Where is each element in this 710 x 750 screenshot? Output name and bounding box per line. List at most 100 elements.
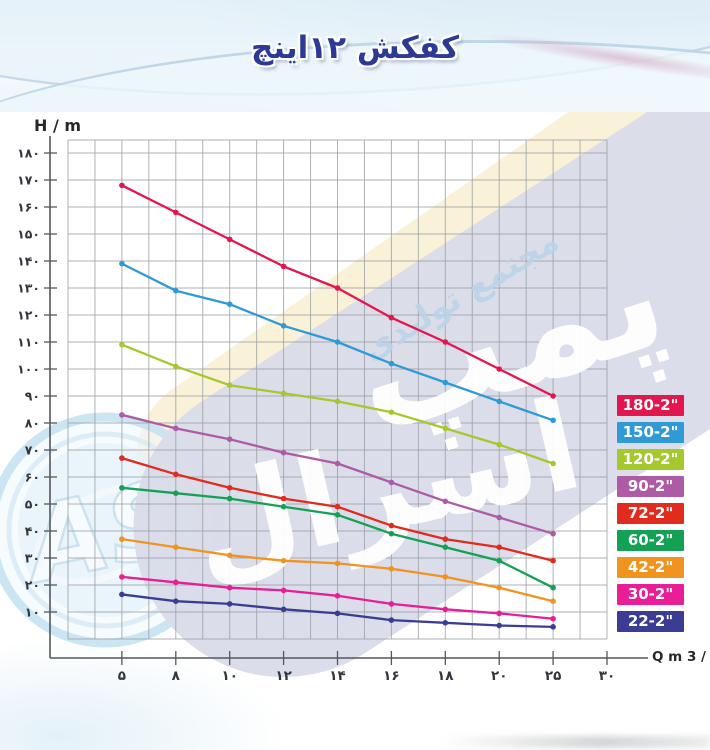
- y-tick-label: ۴۰: [25, 524, 40, 539]
- data-point-90-2: [550, 530, 556, 537]
- data-point-60-2: [388, 530, 395, 537]
- data-point-30-2: [442, 606, 449, 613]
- series-line-42-2: [120, 537, 555, 603]
- data-point-120-2: [119, 341, 125, 348]
- data-point-42-2: [173, 544, 179, 550]
- data-point-42-2: [550, 598, 556, 604]
- data-point-22-2: [334, 610, 341, 617]
- data-point-180-2: [496, 366, 503, 372]
- x-axis-title: Q m 3 / h: [652, 649, 710, 665]
- data-point-42-2: [119, 536, 125, 542]
- data-point-120-2: [442, 425, 449, 432]
- data-point-180-2: [280, 263, 287, 270]
- data-point-22-2: [550, 624, 556, 630]
- y-tick-label: ۱۳۰: [17, 281, 40, 296]
- data-point-72-2: [173, 471, 179, 478]
- legend-item-90-2: 90-2": [617, 476, 684, 497]
- y-axis-title: H / m: [34, 116, 82, 135]
- data-point-60-2: [496, 557, 503, 564]
- data-point-60-2: [173, 490, 179, 497]
- data-point-150-2: [496, 398, 503, 405]
- data-point-22-2: [173, 598, 179, 604]
- data-point-120-2: [226, 382, 233, 389]
- data-point-42-2: [388, 566, 395, 572]
- page-title: کفکش ۱۲اینچ: [250, 30, 460, 66]
- data-point-30-2: [226, 584, 233, 591]
- y-tick-label: ۷۰: [25, 443, 40, 458]
- data-point-72-2: [226, 485, 233, 491]
- data-point-90-2: [173, 425, 179, 432]
- x-tick-label: ۲۵: [545, 668, 561, 684]
- data-point-180-2: [226, 236, 233, 243]
- x-tick-label: ۳۰: [599, 668, 615, 684]
- data-point-72-2: [388, 522, 395, 529]
- header-banner: [0, 0, 710, 112]
- data-point-90-2: [496, 514, 503, 521]
- legend-item-150-2: 150-2": [617, 422, 684, 443]
- y-tick-label: ۱۵۰: [17, 227, 40, 242]
- legend-item-120-2: 120-2": [617, 449, 684, 470]
- data-point-90-2: [442, 498, 449, 505]
- legend-item-42-2: 42-2": [617, 557, 684, 578]
- legend-item-22-2: 22-2": [617, 611, 684, 632]
- y-tick-label: ۱۶۰: [17, 200, 40, 215]
- data-point-22-2: [388, 617, 395, 623]
- data-point-150-2: [334, 339, 341, 345]
- y-tick-label: ۱۴۰: [17, 254, 40, 269]
- data-point-180-2: [442, 339, 449, 345]
- legend-item-180-2: 180-2": [617, 395, 684, 416]
- y-tick-label: ۶۰: [25, 470, 40, 485]
- data-point-120-2: [550, 460, 556, 467]
- data-point-60-2: [280, 503, 287, 510]
- y-tick-label: ۱۸۰: [17, 146, 40, 161]
- data-point-72-2: [550, 557, 556, 564]
- x-tick-label: ۱۲: [275, 668, 292, 684]
- data-point-72-2: [334, 503, 341, 510]
- data-point-30-2: [280, 587, 287, 594]
- chart-legend: 180-2" 150-2" 120-2" 90-2" 72-2" 60-2" 42-2" 30…: [617, 395, 684, 638]
- data-point-150-2: [280, 323, 287, 329]
- x-tick-label: ۵: [118, 668, 126, 684]
- data-point-30-2: [496, 610, 503, 617]
- data-point-22-2: [442, 620, 449, 626]
- x-tick-label: ۸: [172, 668, 181, 684]
- data-point-72-2: [442, 536, 449, 542]
- y-tick-label: ۲۰: [25, 578, 40, 593]
- data-point-72-2: [280, 495, 287, 502]
- data-point-22-2: [119, 591, 125, 598]
- data-point-42-2: [280, 557, 287, 564]
- data-point-42-2: [226, 552, 233, 559]
- legend-item-60-2: 60-2": [617, 530, 684, 551]
- x-tick-label: ۲۰: [491, 668, 507, 684]
- data-point-60-2: [550, 584, 556, 591]
- data-point-90-2: [334, 460, 341, 467]
- data-point-120-2: [496, 441, 503, 448]
- data-point-150-2: [388, 360, 395, 367]
- data-point-90-2: [388, 479, 395, 486]
- data-point-72-2: [496, 544, 503, 550]
- x-tick-label: ۱۸: [437, 668, 454, 684]
- data-point-90-2: [226, 436, 233, 443]
- data-point-180-2: [173, 209, 179, 216]
- x-tick-label: ۱۰: [221, 668, 237, 684]
- data-point-120-2: [388, 409, 395, 416]
- data-point-30-2: [119, 574, 125, 580]
- data-point-120-2: [334, 398, 341, 405]
- y-tick-label: ۵۰: [25, 497, 40, 512]
- x-tick-label: ۱۴: [329, 668, 345, 684]
- y-tick-label: ۹۰: [25, 389, 40, 404]
- data-point-60-2: [119, 485, 125, 491]
- data-point-180-2: [119, 182, 125, 189]
- y-tick-label: ۸۰: [25, 416, 40, 431]
- y-tick-label: ۱۰: [25, 605, 40, 620]
- data-point-30-2: [388, 601, 395, 607]
- data-point-22-2: [226, 601, 233, 607]
- legend-item-30-2: 30-2": [617, 584, 684, 605]
- data-point-180-2: [388, 314, 395, 321]
- data-point-150-2: [442, 379, 449, 386]
- y-tick-label: ۱۰۰: [17, 362, 40, 377]
- data-point-150-2: [226, 301, 233, 308]
- data-point-42-2: [496, 584, 503, 591]
